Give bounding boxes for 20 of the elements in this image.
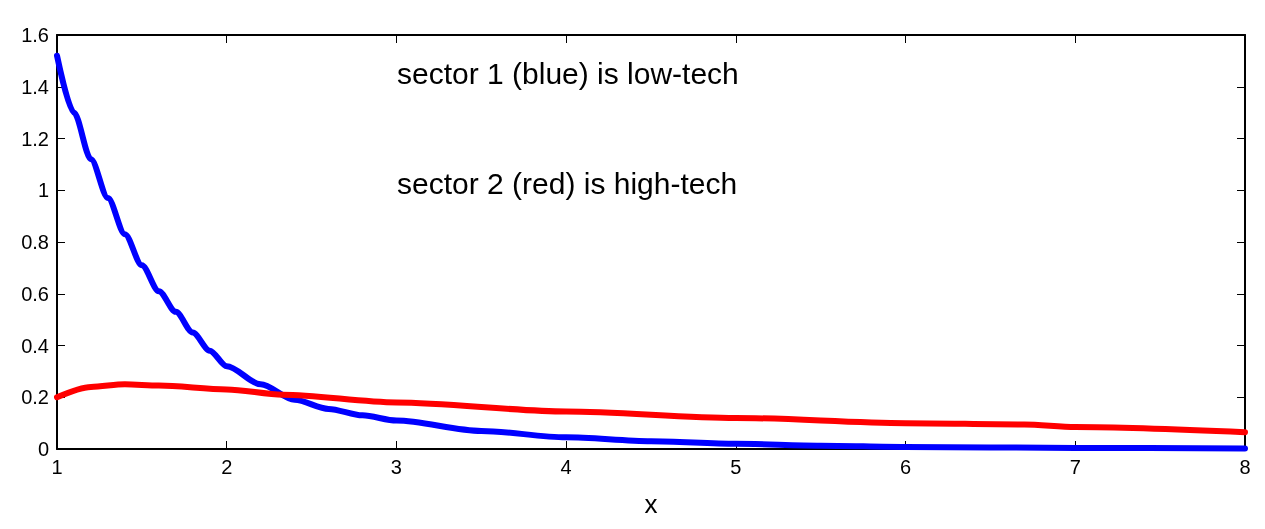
y-tick-label: 1.6 [21,24,49,46]
x-tick-label: 3 [390,456,402,478]
x-tick-label: 4 [560,456,572,478]
x-tick-label: 5 [730,456,742,478]
y-tick-label: 0.8 [21,231,49,253]
y-tick-label: 1 [37,179,49,202]
x-tick-label: 2 [221,456,233,478]
y-tick-label: 0.4 [21,334,49,357]
y-tick-label: 1.2 [21,127,49,150]
y-tick-label: 0.6 [21,282,49,305]
x-tick-label: 1 [51,456,63,478]
annotation: sector 1 (blue) is low-tech [397,56,739,90]
annotation: sector 2 (red) is high-tech [397,166,738,200]
x-tick-label: 6 [900,456,912,478]
y-tick-label: 0.2 [21,386,49,409]
x-tick-label: 8 [1239,456,1251,478]
y-tick-label: 1.4 [21,75,49,98]
x-axis-title: x [644,489,658,519]
x-tick-label: 7 [1069,456,1081,478]
y-tick-label: 0 [37,438,49,460]
